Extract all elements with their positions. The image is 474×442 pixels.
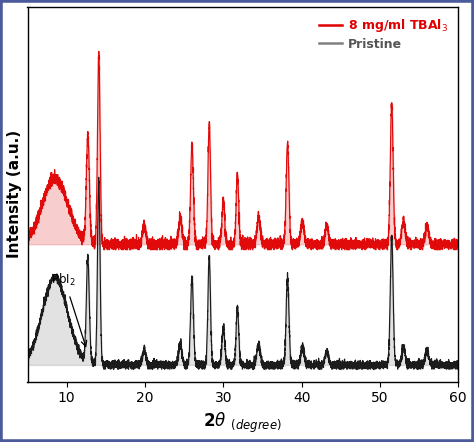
X-axis label: 2$\theta$ $_{(degree)}$: 2$\theta$ $_{(degree)}$ [203,411,282,435]
Text: PbI$_2$: PbI$_2$ [51,272,76,288]
Legend: 8 mg/ml TBAl$_3$, Pristine: 8 mg/ml TBAl$_3$, Pristine [316,13,452,54]
Y-axis label: Intensity (a.u.): Intensity (a.u.) [7,130,22,258]
